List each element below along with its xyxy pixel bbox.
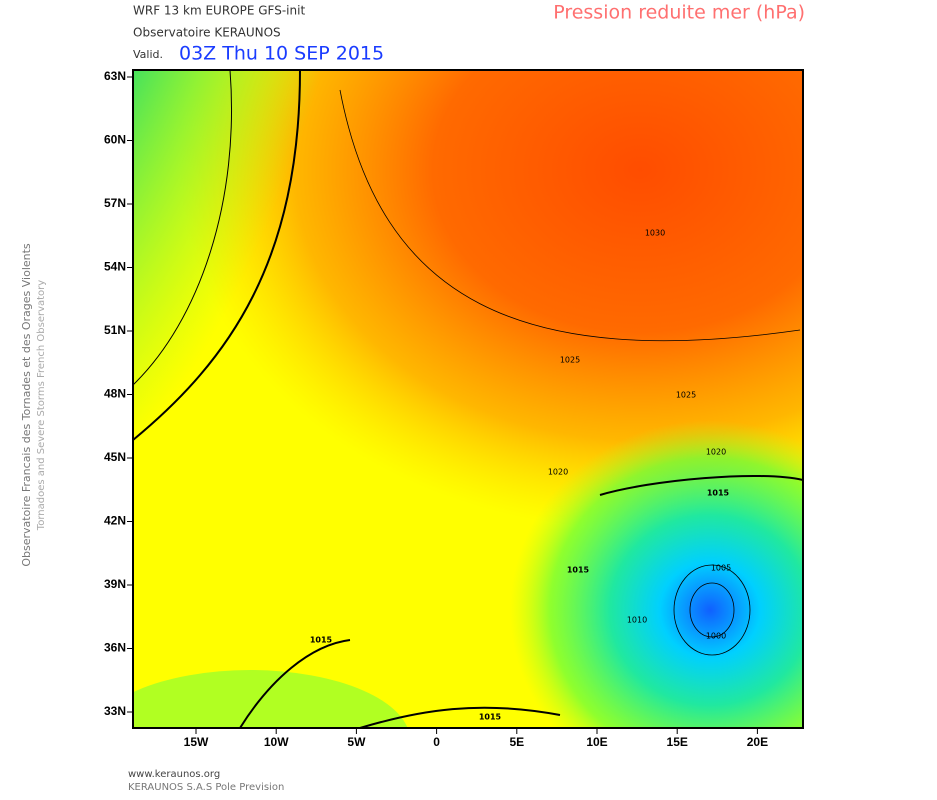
contour-label: 1015 [479, 713, 502, 722]
contour-label: 1025 [676, 391, 696, 400]
lat-label: 39N [104, 577, 126, 591]
plot-frame [132, 69, 804, 729]
lon-label: 5W [347, 735, 366, 749]
lon-label: 15W [184, 735, 209, 749]
footer-company: KERAUNOS S.A.S Pole Prevision [128, 782, 284, 793]
observatory-label: Observatoire KERAUNOS [133, 26, 281, 40]
lat-label: 60N [104, 133, 126, 147]
footer-url: www.keraunos.org [128, 769, 220, 780]
lat-label: 57N [104, 196, 126, 210]
lat-label: 63N [104, 69, 126, 83]
contour-label: 1000 [706, 632, 726, 641]
lat-label: 48N [104, 387, 126, 401]
contour-label: 1015 [707, 489, 730, 498]
side-text: Tornadoes and Severe Storms French Obser… [36, 280, 47, 531]
contour-label: 1030 [645, 229, 665, 238]
lat-label: 33N [104, 704, 126, 718]
lon-label: 5E [509, 735, 524, 749]
contour-label: 1015 [310, 636, 333, 645]
lat-label: 42N [104, 514, 126, 528]
contour-label: 1020 [548, 468, 568, 477]
side-text: Observatoire Francais des Tornades et de… [20, 243, 33, 567]
lon-label: 10W [264, 735, 289, 749]
valid-prefix: Valid. [133, 48, 163, 61]
lat-label: 45N [104, 450, 126, 464]
lon-label: 0 [433, 735, 440, 749]
lat-label: 51N [104, 323, 126, 337]
lat-label: 36N [104, 641, 126, 655]
field-title: Pression reduite mer (hPa) [553, 2, 805, 24]
model-label: WRF 13 km EUROPE GFS-init [133, 4, 305, 18]
contour-label: 1015 [567, 566, 590, 575]
contour-label: 1025 [560, 356, 580, 365]
lon-label: 20E [747, 735, 768, 749]
lat-label: 54N [104, 260, 126, 274]
lon-label: 10E [586, 735, 607, 749]
contour-label: 1010 [627, 616, 647, 625]
contour-label: 1020 [706, 448, 726, 457]
contour-label: 1005 [711, 564, 731, 573]
lon-label: 15E [667, 735, 688, 749]
valid-time: 03Z Thu 10 SEP 2015 [179, 43, 384, 65]
